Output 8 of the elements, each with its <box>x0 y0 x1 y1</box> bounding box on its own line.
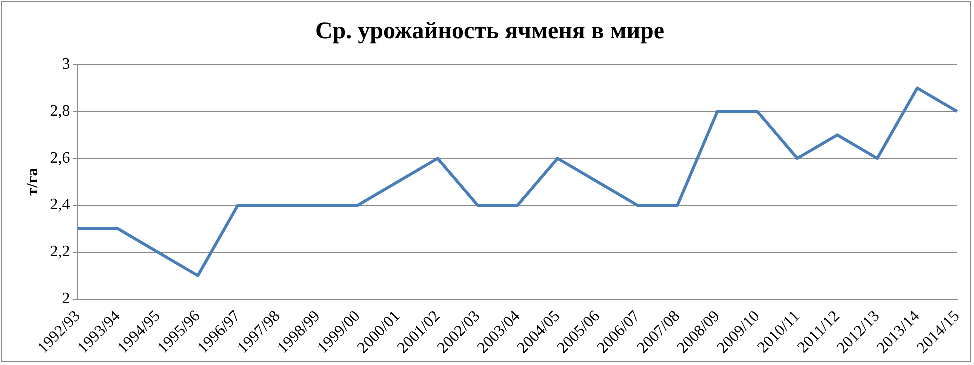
y-tick-label: 2 <box>62 290 70 308</box>
chart-title: Ср. урожайность ячменя в мире <box>315 18 665 45</box>
y-tick-label: 2,4 <box>50 196 70 214</box>
y-tick-label: 3 <box>62 56 70 74</box>
y-tick-label: 2,8 <box>50 102 70 120</box>
y-tick-label: 2,2 <box>50 244 70 261</box>
y-tick-label: 2,6 <box>50 150 70 167</box>
y-axis-title: т/га <box>24 168 42 196</box>
